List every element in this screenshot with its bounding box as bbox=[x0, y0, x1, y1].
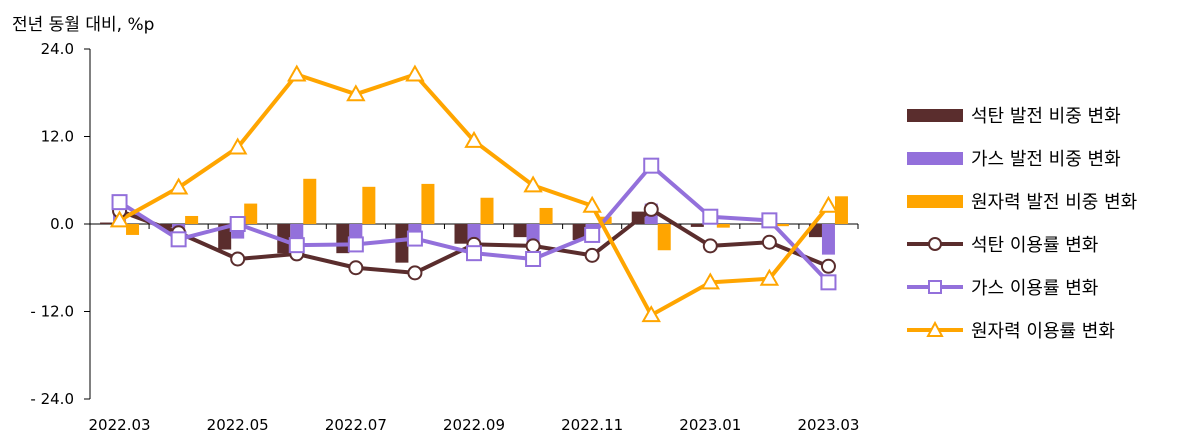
legend-label-coal-share: 석탄 발전 비중 변화 bbox=[971, 105, 1121, 127]
bar bbox=[454, 224, 468, 244]
point bbox=[466, 245, 482, 262]
point bbox=[111, 194, 128, 211]
point bbox=[230, 251, 246, 267]
bar bbox=[362, 186, 376, 224]
point bbox=[818, 195, 839, 213]
x-tick-label: 2022.07 bbox=[325, 416, 387, 434]
legend-item-nuclear-utilization: 원자력 이용률 변화 bbox=[905, 308, 1195, 351]
point bbox=[109, 210, 130, 228]
y-tick-labels: 24.0 12.0 0.0 - 12.0 - 24.0 bbox=[30, 40, 74, 408]
point bbox=[582, 195, 602, 213]
point bbox=[168, 177, 189, 195]
x-tick-label: 2023.03 bbox=[797, 416, 859, 434]
point bbox=[761, 234, 777, 250]
point bbox=[523, 175, 543, 193]
point bbox=[820, 274, 837, 291]
x-tick-label: 2022.09 bbox=[443, 416, 505, 434]
point bbox=[227, 137, 248, 155]
legend-item-coal-share: 석탄 발전 비중 변화 bbox=[905, 93, 1195, 136]
point bbox=[525, 238, 541, 254]
bar bbox=[100, 222, 114, 224]
point bbox=[525, 251, 542, 267]
y-tick-label: - 12.0 bbox=[30, 303, 74, 321]
series-line bbox=[118, 72, 831, 318]
legend-label-gas-share: 가스 발전 비중 변화 bbox=[971, 148, 1121, 170]
point bbox=[700, 272, 721, 290]
point bbox=[584, 247, 600, 263]
point bbox=[702, 238, 718, 254]
point bbox=[702, 208, 719, 225]
bar bbox=[749, 223, 763, 224]
bar bbox=[834, 196, 848, 224]
bar bbox=[821, 224, 835, 255]
point bbox=[407, 265, 423, 281]
bar bbox=[185, 215, 199, 224]
x-tick-label: 2023.01 bbox=[679, 416, 741, 434]
point bbox=[229, 216, 246, 232]
y-tick-label: 24.0 bbox=[41, 40, 74, 58]
bar bbox=[775, 224, 789, 227]
legend-swatch-line-gas bbox=[907, 279, 963, 294]
legend: 석탄 발전 비중 변화 가스 발전 비중 변화 원자력 발전 비중 변화 석탄 … bbox=[905, 93, 1195, 351]
unit-label: 전년 동월 대비, %p bbox=[12, 15, 155, 35]
legend-label-nuclear-share: 원자력 발전 비중 변화 bbox=[971, 191, 1138, 213]
point bbox=[347, 236, 364, 253]
legend-label-gas-utilization: 가스 이용률 변화 bbox=[971, 277, 1099, 299]
bar bbox=[395, 224, 409, 263]
legend-item-nuclear-share: 원자력 발전 비중 변화 bbox=[905, 179, 1195, 222]
bar bbox=[513, 224, 527, 238]
x-tick-label: 2022.05 bbox=[207, 416, 269, 434]
point bbox=[288, 237, 305, 254]
legend-swatch-bar-gas bbox=[907, 151, 963, 165]
point bbox=[641, 305, 661, 323]
y-tick-label: 0.0 bbox=[50, 215, 74, 233]
point bbox=[287, 64, 307, 82]
point bbox=[348, 260, 364, 276]
point bbox=[759, 268, 780, 286]
bar bbox=[336, 224, 350, 254]
point bbox=[170, 231, 187, 248]
legend-swatch-line-nuclear bbox=[907, 320, 963, 337]
legend-item-gas-share: 가스 발전 비중 변화 bbox=[905, 136, 1195, 179]
y-tick-label: - 24.0 bbox=[30, 390, 74, 408]
x-tick-marks bbox=[89, 224, 859, 229]
x-tick-label: 2022.03 bbox=[89, 416, 151, 434]
bar bbox=[421, 183, 435, 224]
legend-label-nuclear-utilization: 원자력 이용률 변화 bbox=[971, 320, 1115, 342]
point bbox=[584, 226, 601, 243]
y-tick-marks bbox=[84, 48, 90, 400]
bar bbox=[244, 203, 258, 224]
bar bbox=[218, 224, 232, 250]
bar bbox=[303, 178, 317, 224]
point bbox=[464, 130, 484, 148]
line-series-group bbox=[109, 64, 839, 323]
legend-label-coal-utilization: 석탄 이용률 변화 bbox=[971, 234, 1099, 256]
bar bbox=[480, 197, 494, 224]
bar bbox=[690, 224, 704, 227]
point bbox=[820, 258, 836, 274]
y-tick-label: 12.0 bbox=[41, 128, 74, 146]
point bbox=[643, 157, 660, 174]
point bbox=[406, 230, 423, 247]
point bbox=[346, 84, 366, 102]
x-tick-label: 2022.11 bbox=[561, 416, 623, 434]
point bbox=[643, 201, 659, 217]
legend-swatch-bar-coal bbox=[907, 108, 963, 122]
bar bbox=[126, 224, 140, 235]
legend-item-gas-utilization: 가스 이용률 변화 bbox=[905, 265, 1195, 308]
bar bbox=[539, 207, 553, 224]
point bbox=[761, 212, 778, 229]
x-tick-labels: 2022.03 2022.05 2022.07 2022.09 2022.11 2023.… bbox=[89, 416, 860, 434]
bar bbox=[657, 224, 671, 251]
legend-swatch-line-coal bbox=[907, 236, 963, 251]
legend-item-coal-utilization: 석탄 이용률 변화 bbox=[905, 222, 1195, 265]
point bbox=[405, 64, 425, 82]
bar bbox=[716, 224, 730, 228]
legend-swatch-bar-nuclear bbox=[907, 194, 963, 208]
bar bbox=[572, 224, 586, 241]
